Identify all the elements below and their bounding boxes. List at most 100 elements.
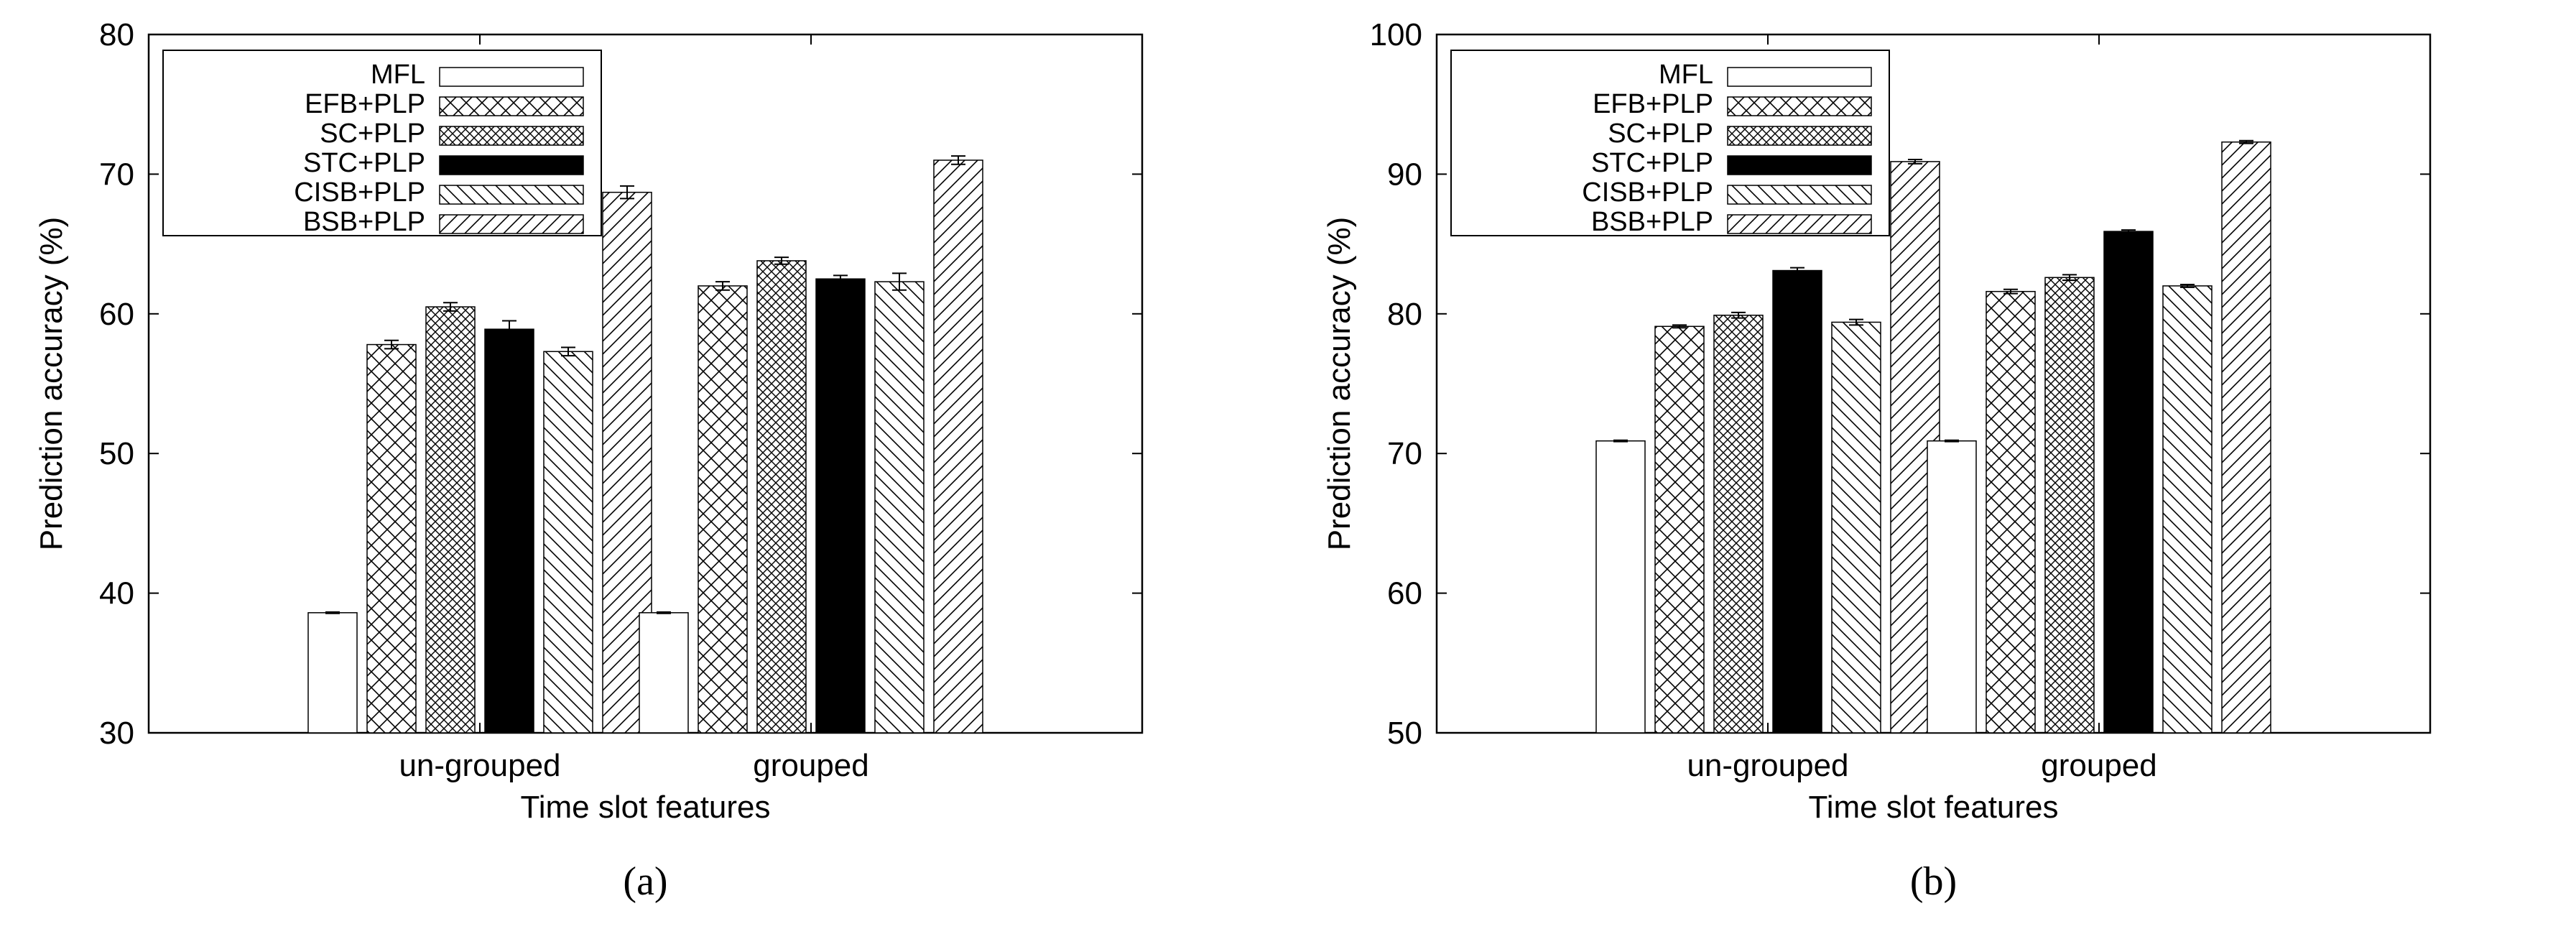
- legend-item-mfl: MFL: [1659, 60, 1872, 90]
- legend-label: BSB+PLP: [1591, 207, 1713, 237]
- error-bar-efb-plp-grouped: [2003, 288, 2018, 295]
- y-tick-label: 40: [99, 576, 134, 611]
- error-bar-cisb-plp-grouped: [2180, 283, 2195, 288]
- y-tick-label: 70: [99, 157, 134, 192]
- error-bar-sc-plp-grouped: [2062, 274, 2077, 282]
- chart-panel-b: 50 60 70 80 90 100 un-grouped grouped Time slot …: [1322, 17, 2432, 904]
- bar-mfl-grouped: [639, 612, 689, 734]
- bar-stc-plp-grouped: [2103, 231, 2154, 734]
- y-axis-label: Prediction accuracy (%): [34, 217, 69, 551]
- bar-cisb-plp-un-grouped: [1831, 321, 1881, 734]
- error-bar-cisb-plp-grouped: [892, 272, 907, 291]
- error-bar-mfl-un-grouped: [325, 611, 340, 614]
- bar-sc-plp-grouped: [2044, 277, 2095, 734]
- bar-bsb-plp-grouped: [933, 159, 983, 734]
- bar-efb-plp-un-grouped: [1654, 325, 1705, 734]
- error-bar-bsb-plp-un-grouped: [620, 185, 634, 200]
- legend-swatch: [1727, 67, 1872, 87]
- legend-swatch: [439, 155, 584, 175]
- x-axis-label: Time slot features: [1808, 790, 2058, 825]
- bar-efb-plp-grouped: [698, 285, 748, 734]
- legend-label: SC+PLP: [320, 119, 425, 149]
- x-tick-label: grouped: [753, 748, 868, 783]
- bar-stc-plp-grouped: [815, 278, 866, 734]
- error-bar-stc-plp-un-grouped: [502, 320, 516, 338]
- error-bar-stc-plp-grouped: [2121, 229, 2136, 234]
- x-tick-label: un-grouped: [399, 748, 560, 783]
- legend-swatch: [1727, 126, 1872, 146]
- error-bar-bsb-plp-grouped: [951, 155, 965, 165]
- bar-mfl-un-grouped: [307, 612, 358, 734]
- y-tick-label: 80: [1387, 297, 1422, 332]
- error-bar-cisb-plp-un-grouped: [561, 346, 575, 357]
- legend-item-bsb-plp: BSB+PLP: [1591, 207, 1872, 237]
- bar-stc-plp-un-grouped: [1772, 269, 1822, 734]
- legend-item-efb-plp: EFB+PLP: [1593, 89, 1872, 119]
- legend-swatch: [1727, 96, 1872, 116]
- bar-sc-plp-grouped: [756, 260, 807, 734]
- panel-caption: (b): [1910, 859, 1957, 904]
- y-tick-label: 90: [1387, 157, 1422, 192]
- y-tick-label: 50: [1387, 716, 1422, 751]
- error-bar-bsb-plp-grouped: [2239, 139, 2253, 144]
- error-bar-stc-plp-grouped: [833, 274, 848, 284]
- y-axis-label: Prediction accuracy (%): [1322, 217, 1357, 551]
- legend-label: CISB+PLP: [294, 177, 425, 208]
- error-bar-efb-plp-grouped: [715, 281, 730, 291]
- panel-caption: (a): [623, 859, 667, 904]
- error-bar-mfl-un-grouped: [1613, 439, 1628, 443]
- y-tick-label: 30: [99, 716, 134, 751]
- legend-label: EFB+PLP: [305, 89, 425, 119]
- bar-mfl-grouped: [1927, 440, 1977, 734]
- legend-item-cisb-plp: CISB+PLP: [1582, 177, 1872, 208]
- error-bar-stc-plp-un-grouped: [1790, 267, 1804, 274]
- error-bar-sc-plp-un-grouped: [1731, 311, 1746, 319]
- error-bar-sc-plp-un-grouped: [443, 302, 458, 312]
- legend-item-bsb-plp: BSB+PLP: [303, 207, 584, 237]
- legend-swatch: [439, 214, 584, 234]
- bar-mfl-un-grouped: [1595, 440, 1646, 734]
- legend-item-sc-plp: SC+PLP: [1608, 119, 1872, 149]
- y-tick-label: 70: [1387, 436, 1422, 471]
- x-tick-label: un-grouped: [1687, 748, 1848, 783]
- legend-swatch: [439, 96, 584, 116]
- legend-label: SC+PLP: [1608, 119, 1713, 149]
- bar-efb-plp-grouped: [1986, 290, 2036, 734]
- error-bar-efb-plp-un-grouped: [384, 339, 399, 350]
- legend-item-cisb-plp: CISB+PLP: [294, 177, 584, 208]
- y-tick-label: 80: [99, 17, 134, 52]
- chart-panel-a: 30 40 50 60 70 80 un-grouped grouped Time slot f…: [34, 17, 1144, 904]
- legend-swatch: [439, 126, 584, 146]
- legend-label: BSB+PLP: [303, 207, 425, 237]
- legend-swatch: [1727, 185, 1872, 205]
- legend-item-stc-plp: STC+PLP: [1591, 148, 1872, 178]
- bar-cisb-plp-grouped: [2162, 285, 2213, 734]
- error-bar-sc-plp-grouped: [774, 256, 789, 265]
- y-tick-label: 60: [99, 297, 134, 332]
- error-bar-bsb-plp-un-grouped: [1908, 158, 1922, 165]
- y-tick-label: 100: [1370, 17, 1422, 52]
- error-bar-efb-plp-un-grouped: [1672, 324, 1687, 329]
- bar-cisb-plp-grouped: [874, 281, 925, 734]
- bar-sc-plp-un-grouped: [425, 306, 476, 734]
- bar-cisb-plp-un-grouped: [543, 351, 593, 734]
- y-tick-label: 60: [1387, 576, 1422, 611]
- error-bar-mfl-grouped: [1945, 439, 1959, 443]
- legend-label: EFB+PLP: [1593, 89, 1713, 119]
- legend-swatch: [1727, 155, 1872, 175]
- legend-item-stc-plp: STC+PLP: [303, 148, 584, 178]
- x-axis-label: Time slot features: [520, 790, 770, 825]
- bar-efb-plp-un-grouped: [366, 343, 417, 734]
- legend-item-efb-plp: EFB+PLP: [305, 89, 584, 119]
- error-bar-mfl-grouped: [657, 611, 671, 614]
- x-tick-label: grouped: [2041, 748, 2156, 783]
- legend-label: STC+PLP: [303, 148, 425, 178]
- legend-swatch: [1727, 214, 1872, 234]
- legend-label: MFL: [1659, 60, 1713, 90]
- bar-sc-plp-un-grouped: [1713, 314, 1764, 734]
- legend-label: MFL: [371, 60, 425, 90]
- y-tick-label: 50: [99, 436, 134, 471]
- bar-stc-plp-un-grouped: [484, 328, 534, 734]
